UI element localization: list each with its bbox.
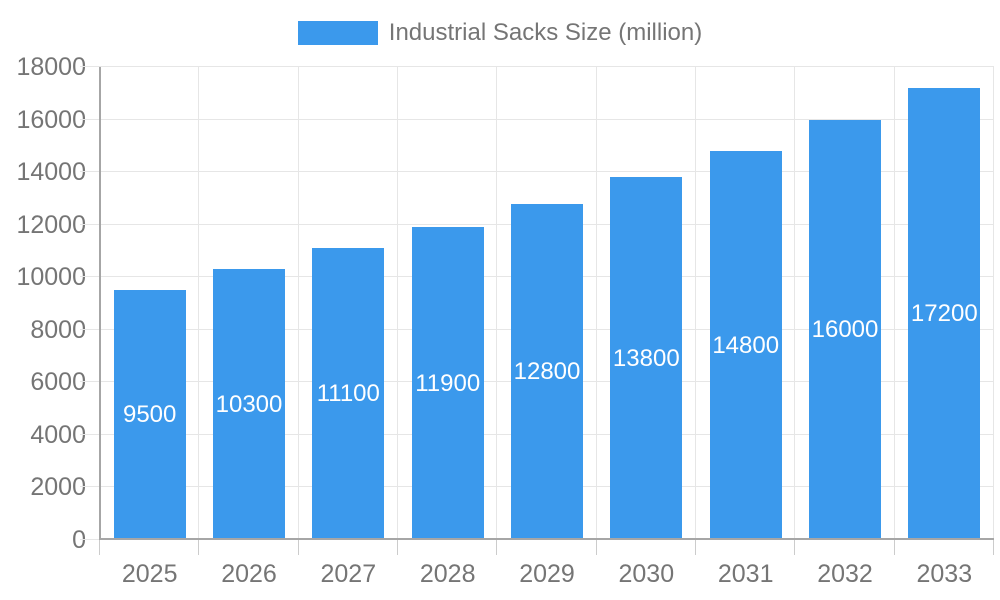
- bar[interactable]: 16000: [809, 119, 881, 540]
- bar-value-label: 12800: [513, 357, 581, 385]
- bar[interactable]: 11900: [411, 227, 484, 540]
- h-gridline: [100, 118, 994, 120]
- bar[interactable]: 17200: [908, 88, 981, 540]
- bar[interactable]: 13800: [610, 177, 683, 540]
- y-axis-label: 10000: [16, 263, 86, 292]
- plot-area: 9500 10300 11100 11900 12800 13800 14800 16000 1…: [100, 66, 994, 540]
- y-tick: [80, 539, 100, 540]
- y-axis-label: 4000: [30, 420, 86, 449]
- bar[interactable]: 9500: [113, 290, 186, 540]
- bar[interactable]: 12800: [511, 203, 583, 540]
- v-gridline: [595, 67, 597, 540]
- x-axis-label: 2025: [121, 560, 178, 588]
- x-tick: [595, 540, 597, 555]
- v-gridline: [695, 67, 696, 540]
- bar-value-label: 10300: [215, 390, 283, 418]
- x-axis-label: 2029: [519, 560, 575, 588]
- y-axis-label: 12000: [16, 210, 86, 239]
- v-gridline: [496, 67, 498, 540]
- y-axis-label: 2000: [30, 473, 86, 502]
- bar-value-label: 16000: [811, 315, 879, 343]
- x-tick: [297, 540, 299, 555]
- v-gridline: [794, 67, 796, 540]
- y-tick: [80, 328, 100, 330]
- x-tick: [893, 540, 895, 555]
- x-tick: [496, 540, 498, 555]
- bar-value-label: 17200: [910, 300, 978, 327]
- x-tick: [397, 540, 398, 555]
- y-tick: [80, 486, 100, 488]
- bar-value-label: 11100: [316, 380, 380, 408]
- v-gridline: [893, 67, 895, 540]
- x-tick: [993, 540, 994, 555]
- x-axis-label: 2026: [221, 560, 277, 588]
- h-gridline: [100, 171, 994, 173]
- x-axis-label: 2031: [717, 560, 774, 588]
- x-axis-label: 2028: [419, 560, 476, 588]
- x-axis-label: 2032: [817, 560, 873, 588]
- y-tick: [80, 433, 100, 435]
- y-tick: [80, 66, 100, 67]
- y-axis-label: 14000: [16, 158, 86, 187]
- x-axis-line: [99, 538, 994, 540]
- legend-label: Industrial Sacks Size (million): [388, 19, 703, 46]
- bar-value-label: 9500: [122, 401, 177, 429]
- bar[interactable]: 14800: [709, 151, 782, 540]
- y-axis-label: 0: [72, 526, 86, 554]
- y-axis-label: 18000: [16, 53, 86, 81]
- v-gridline: [198, 67, 200, 540]
- y-axis-label: 8000: [30, 315, 86, 344]
- x-axis-label: 2030: [618, 560, 675, 588]
- x-axis-label: 2027: [320, 560, 377, 588]
- y-tick: [80, 118, 100, 120]
- x-tick: [198, 540, 200, 555]
- h-gridline: [100, 66, 994, 67]
- y-tick: [80, 223, 100, 225]
- v-gridline: [297, 67, 299, 540]
- x-tick: [794, 540, 796, 555]
- bar-value-label: 13800: [612, 344, 680, 372]
- bar[interactable]: 10300: [213, 269, 285, 540]
- x-tick: [99, 540, 100, 555]
- legend-swatch: [297, 21, 378, 45]
- v-gridline: [397, 67, 398, 540]
- x-tick: [695, 540, 696, 555]
- y-axis-label: 16000: [16, 105, 86, 134]
- x-axis-label: 2033: [916, 560, 973, 588]
- v-gridline: [993, 67, 994, 540]
- bar[interactable]: 11100: [312, 248, 385, 540]
- legend: Industrial Sacks Size (million): [0, 18, 1000, 48]
- y-tick: [80, 171, 100, 173]
- y-tick: [80, 276, 100, 278]
- y-axis-line: [99, 67, 101, 540]
- bar-value-label: 14800: [712, 331, 780, 359]
- y-tick: [80, 381, 100, 383]
- bar-value-label: 11900: [415, 369, 481, 397]
- y-axis-label: 6000: [30, 368, 86, 397]
